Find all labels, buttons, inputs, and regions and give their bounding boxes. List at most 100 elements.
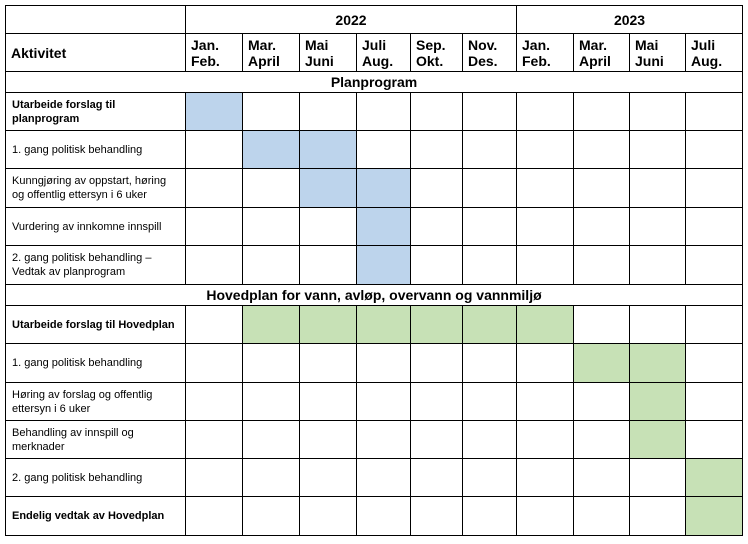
header-corner [5, 5, 186, 34]
activity-label-line: merknader [12, 440, 65, 453]
gantt-empty-cell [629, 92, 686, 131]
gantt-empty-cell [410, 168, 463, 208]
gantt-empty-cell [462, 168, 517, 208]
gantt-empty-cell [242, 496, 300, 536]
activity-label-line: 2. gang politisk behandling [12, 471, 143, 484]
activity-label-line: 1. gang politisk behandling [12, 143, 143, 156]
gantt-bar-cell [573, 343, 630, 383]
gantt-empty-cell [516, 343, 574, 383]
period-month-second: Des. [468, 52, 498, 69]
period-header: Jan. Feb. [185, 33, 243, 72]
gantt-empty-cell [185, 420, 243, 459]
activity-label: Behandling av innspill og merknader [5, 420, 186, 459]
gantt-empty-cell [242, 458, 300, 497]
gantt-empty-cell [516, 207, 574, 246]
gantt-empty-cell [684, 130, 744, 169]
period-month-second: Aug. [691, 52, 723, 69]
activity-row: 2. gang politisk behandling – Vedtak av p… [5, 245, 744, 285]
gantt-empty-cell [684, 343, 744, 383]
gantt-empty-cell [629, 458, 686, 497]
gantt-bar-cell [299, 305, 357, 344]
period-month-second: Juni [635, 52, 664, 69]
period-month-second: Juni [305, 52, 334, 69]
gantt-empty-cell [629, 305, 686, 344]
period-month-first: Nov. [468, 36, 498, 53]
gantt-empty-cell [629, 245, 686, 285]
activity-row: Utarbeide forslag til Hovedplan [5, 305, 744, 344]
gantt-empty-cell [516, 130, 574, 169]
gantt-empty-cell [516, 496, 574, 536]
gantt-bar-cell [356, 207, 411, 246]
period-month-second: Feb. [191, 52, 220, 69]
gantt-empty-cell [573, 168, 630, 208]
period-header: Mar. April [573, 33, 630, 72]
gantt-bar-cell [629, 420, 686, 459]
period-month-second: Feb. [522, 52, 551, 69]
gantt-empty-cell [242, 382, 300, 421]
gantt-bar-cell [356, 245, 411, 285]
activity-label-line: Vedtak av planprogram [12, 266, 126, 278]
gantt-empty-cell [299, 92, 357, 131]
period-header: Mar. April [242, 33, 300, 72]
period-header: Juli Aug. [684, 33, 744, 72]
gantt-bar-cell [684, 496, 744, 536]
gantt-empty-cell [185, 207, 243, 246]
gantt-empty-cell [410, 382, 463, 421]
activity-row: 1. gang politisk behandling [5, 130, 744, 169]
activity-row: 1. gang politisk behandling [5, 343, 744, 383]
gantt-empty-cell [516, 420, 574, 459]
period-month-second: April [248, 52, 280, 69]
gantt-empty-cell [462, 92, 517, 131]
gantt-empty-cell [462, 245, 517, 285]
activity-row: Kunngjøring av oppstart, høring og offent… [5, 168, 744, 208]
period-header-row: Aktivitet Jan. Feb. Mar. April Mai Juni Juli Aug… [5, 33, 744, 72]
gantt-empty-cell [684, 168, 744, 208]
gantt-bar-cell [299, 168, 357, 208]
activity-label: Endelig vedtak av Hovedplan [5, 496, 186, 536]
activity-label-line: Utarbeide forslag til Hovedplan [12, 318, 175, 331]
gantt-empty-cell [462, 458, 517, 497]
period-header: Mai Juni [299, 33, 357, 72]
gantt-empty-cell [185, 343, 243, 383]
gantt-empty-cell [410, 496, 463, 536]
activity-label-line: 2. gang politisk behandling – [12, 252, 152, 264]
gantt-empty-cell [629, 130, 686, 169]
period-header: Mai Juni [629, 33, 686, 72]
activity-row: Endelig vedtak av Hovedplan [5, 496, 744, 536]
gantt-empty-cell [185, 245, 243, 285]
period-month-first: Mai [635, 36, 659, 53]
activity-label-line: Utarbeide forslag til planprogram [12, 98, 116, 125]
period-month-first: Mar. [248, 36, 277, 53]
gantt-empty-cell [573, 496, 630, 536]
gantt-empty-cell [684, 207, 744, 246]
period-month-first: Sep. [416, 36, 446, 53]
gantt-empty-cell [356, 92, 411, 131]
period-month-first: Juli [691, 36, 716, 53]
gantt-bar-cell [299, 130, 357, 169]
activity-label: Utarbeide forslag til Hovedplan [5, 305, 186, 344]
period-month-second: April [579, 52, 611, 69]
period-header: Nov. Des. [462, 33, 517, 72]
gantt-empty-cell [185, 168, 243, 208]
gantt-empty-cell [299, 458, 357, 497]
activity-label: 1. gang politisk behandling [5, 343, 186, 383]
year-header-row: 2022 2023 [5, 5, 744, 34]
gantt-empty-cell [410, 92, 463, 131]
gantt-bar-cell [356, 305, 411, 344]
activity-label-line: Vurdering av innkomne innspill [12, 220, 162, 233]
gantt-bar-cell [242, 305, 300, 344]
gantt-empty-cell [185, 305, 243, 344]
activity-row: Behandling av innspill og merknader [5, 420, 744, 459]
gantt-empty-cell [356, 130, 411, 169]
gantt-bar-cell [356, 168, 411, 208]
activity-label-line: Endelig vedtak av Hovedplan [12, 510, 165, 522]
gantt-empty-cell [462, 420, 517, 459]
gantt-bar-cell [684, 458, 744, 497]
activity-label: 2. gang politisk behandling – Vedtak av p… [5, 245, 186, 285]
gantt-empty-cell [462, 382, 517, 421]
gantt-empty-cell [356, 382, 411, 421]
section-row: Hovedplan for vann, avløp, overvann og v… [4, 284, 744, 306]
gantt-empty-cell [185, 130, 243, 169]
period-month-first: Jan. [191, 36, 220, 53]
gantt-empty-cell [185, 496, 243, 536]
